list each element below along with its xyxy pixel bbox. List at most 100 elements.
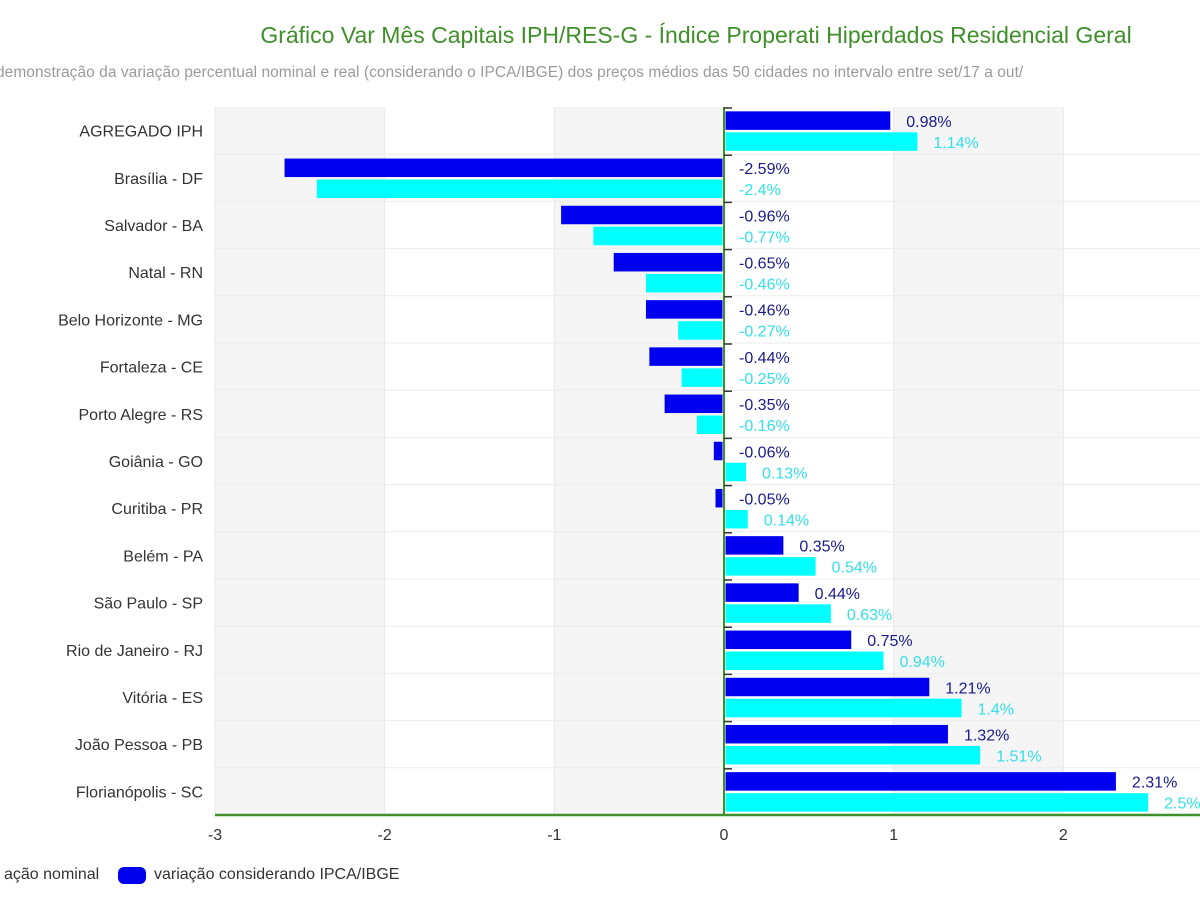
data-label-nominal: 1.51%: [996, 748, 1041, 765]
data-label-ipca: -0.44%: [739, 350, 790, 367]
legend-label-nominal: ação nominal: [4, 866, 100, 883]
bar-ipca: [725, 677, 930, 697]
category-label: Salvador - BA: [104, 218, 203, 235]
category-label: Belo Horizonte - MG: [58, 312, 203, 329]
bar-ipca: [725, 724, 948, 744]
bar-nominal: [725, 651, 884, 671]
x-tick-labels: -3-2-10123: [208, 827, 1068, 844]
bar-ipca: [645, 300, 723, 319]
category-label: AGREGADO IPH: [79, 124, 203, 141]
bar-ipca: [664, 394, 723, 414]
data-label-nominal: 0.94%: [899, 654, 944, 671]
bar-ipca: [284, 158, 723, 178]
legend-item-ipca[interactable]: variação considerando IPCA/IBGE: [118, 866, 399, 884]
bar-nominal: [725, 698, 962, 718]
x-tick-label: 1: [889, 827, 898, 844]
data-label-nominal: -0.25%: [739, 371, 790, 388]
bar-ipca: [613, 252, 723, 272]
category-label: Curitiba - PR: [111, 501, 203, 518]
data-label-nominal: -0.77%: [739, 229, 790, 246]
bar-ipca: [649, 347, 723, 366]
axes: [215, 107, 1200, 817]
category-label: Brasília - DF: [114, 171, 203, 188]
category-label: São Paulo - SP: [94, 596, 203, 613]
x-tick-label: 2: [1059, 827, 1068, 844]
legend-item-nominal[interactable]: ação nominal: [0, 866, 99, 884]
bar-nominal: [593, 226, 723, 246]
x-tick-label: 0: [720, 827, 729, 844]
plot-band: [893, 107, 1064, 815]
bar-nominal: [678, 321, 723, 340]
data-label-nominal: 0.14%: [764, 512, 809, 529]
data-label-ipca: 0.44%: [815, 586, 860, 603]
plot-band: [384, 107, 555, 815]
bar-nominal: [725, 132, 918, 151]
data-label-nominal: 2.5%: [1164, 796, 1200, 813]
bar-ipca: [713, 441, 723, 461]
category-labels: AGREGADO IPH Brasília - DF Salvador - BA Na…: [58, 124, 203, 802]
category-label: Goiânia - GO: [109, 454, 203, 471]
data-label-ipca: -2.59%: [739, 161, 790, 178]
legend-swatch-ipca: [118, 866, 146, 884]
data-labels: 0.98% 1.14% -2.59% -2.4% -0.96% -0.77% -0.65% -…: [739, 114, 1200, 813]
data-label-ipca: -0.05%: [739, 491, 790, 508]
data-label-ipca: -0.06%: [739, 444, 790, 461]
x-tick-label: -1: [547, 827, 561, 844]
data-label-ipca: 0.75%: [867, 633, 912, 650]
data-label-ipca: -0.46%: [739, 303, 790, 320]
bar-ipca: [561, 205, 723, 225]
bar-ipca: [725, 583, 799, 602]
bar-ipca: [725, 630, 852, 650]
chart-subtitle: demonstração da variação percentual nomi…: [0, 64, 1024, 81]
plot-band: [1063, 107, 1200, 815]
data-label-ipca: -0.96%: [739, 208, 790, 225]
data-label-nominal: 1.14%: [933, 135, 978, 152]
category-label: Vitória - ES: [122, 690, 203, 707]
bar-nominal: [725, 793, 1149, 812]
data-label-ipca: -0.65%: [739, 255, 790, 272]
plot-band: [724, 107, 894, 815]
data-label-ipca: -0.35%: [739, 397, 790, 414]
data-label-ipca: 1.32%: [964, 727, 1009, 744]
data-label-ipca: 0.98%: [906, 114, 951, 131]
plot-background: [215, 107, 1200, 815]
data-label-nominal: -2.4%: [739, 182, 781, 199]
data-label-nominal: 0.54%: [832, 560, 877, 577]
bar-nominal: [696, 415, 723, 435]
bar-nominal: [725, 557, 816, 576]
bar-nominal: [725, 509, 748, 529]
bar-ipca: [725, 111, 891, 130]
category-label: Belém - PA: [123, 548, 203, 565]
data-label-nominal: 0.13%: [762, 465, 807, 482]
data-label-ipca: 1.21%: [945, 680, 990, 697]
data-label-nominal: -0.46%: [739, 276, 790, 293]
bar-nominal: [725, 604, 831, 623]
bar-nominal: [645, 273, 723, 293]
data-label-nominal: 0.63%: [847, 607, 892, 624]
plot-band: [215, 107, 385, 815]
bar-ipca: [715, 488, 723, 508]
bar-nominal: [681, 368, 723, 387]
category-label: Florianópolis - SC: [76, 784, 203, 801]
category-label: Rio de Janeiro - RJ: [66, 643, 203, 660]
legend-label-ipca: variação considerando IPCA/IBGE: [154, 866, 400, 883]
x-tick-label: -3: [208, 827, 222, 844]
data-label-nominal: 1.4%: [978, 701, 1014, 718]
category-label: Fortaleza - CE: [100, 360, 203, 377]
bar-nominal: [725, 462, 747, 482]
x-tick-label: -2: [378, 827, 392, 844]
bar-ipca: [725, 772, 1116, 791]
data-label-ipca: 0.35%: [799, 539, 844, 556]
data-label-ipca: 2.31%: [1132, 775, 1177, 792]
category-label: Natal - RN: [128, 265, 203, 282]
plot-band: [554, 107, 724, 815]
category-label: Porto Alegre - RS: [79, 407, 204, 424]
data-label-nominal: -0.27%: [739, 324, 790, 341]
bar-nominal: [316, 179, 723, 199]
bar-nominal: [725, 745, 981, 765]
category-label: João Pessoa - PB: [75, 737, 203, 754]
data-label-nominal: -0.16%: [739, 418, 790, 435]
bar-ipca: [725, 536, 784, 555]
bars: [284, 111, 1149, 812]
